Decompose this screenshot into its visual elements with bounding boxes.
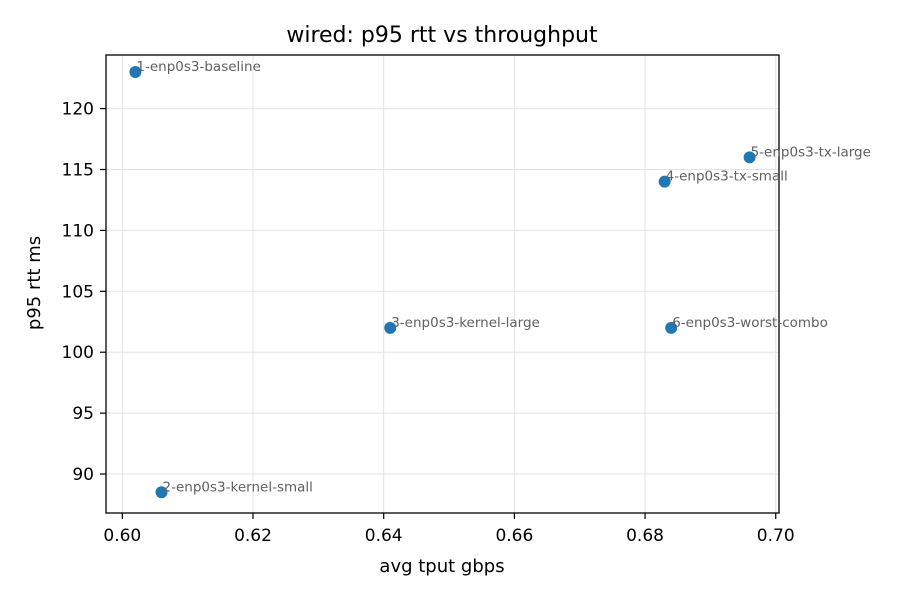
y-axis-label: p95 rtt ms	[24, 236, 45, 330]
data-point-label: 4-enp0s3-tx-small	[666, 169, 788, 185]
y-tick-label: 100	[62, 343, 94, 363]
x-tick-label: 0.64	[365, 526, 403, 546]
y-tick-label: 110	[62, 221, 94, 241]
axis-ticks: 0.60 0.62 0.64 0.66 0.68 0.70 90 95 100 105 110 115…	[62, 100, 795, 546]
data-point-label: 2-enp0s3-kernel-small	[163, 479, 313, 495]
data-points	[129, 66, 756, 499]
data-point	[743, 151, 756, 164]
data-point-label: 3-enp0s3-kernel-large	[391, 315, 540, 331]
data-point-label: 6-enp0s3-worst-combo	[672, 315, 828, 331]
plot-area-frame	[105, 54, 780, 514]
y-tick-label: 90	[72, 465, 94, 485]
grid-lines	[106, 55, 779, 513]
point-labels: 1-enp0s3-baseline 2-enp0s3-kernel-small 3-…	[136, 59, 871, 495]
y-tick-label: 95	[72, 404, 94, 424]
x-tick-label: 0.70	[757, 526, 795, 546]
y-tick-label: 120	[62, 100, 94, 120]
chart-title: wired: p95 rtt vs throughput	[286, 23, 598, 48]
x-tick-label: 0.68	[626, 526, 664, 546]
data-point-label: 1-enp0s3-baseline	[136, 59, 261, 75]
x-tick-label: 0.62	[234, 526, 272, 546]
x-axis-label: avg tput gbps	[379, 556, 504, 577]
data-point	[155, 486, 168, 499]
data-point-label: 5-enp0s3-tx-large	[751, 144, 871, 160]
x-tick-label: 0.60	[103, 526, 141, 546]
data-point	[665, 321, 678, 334]
data-point	[129, 66, 142, 79]
x-tick-label: 0.66	[495, 526, 533, 546]
y-tick-label: 115	[62, 161, 94, 181]
data-point	[658, 175, 671, 188]
data-point	[384, 321, 397, 334]
y-tick-label: 105	[62, 282, 94, 302]
